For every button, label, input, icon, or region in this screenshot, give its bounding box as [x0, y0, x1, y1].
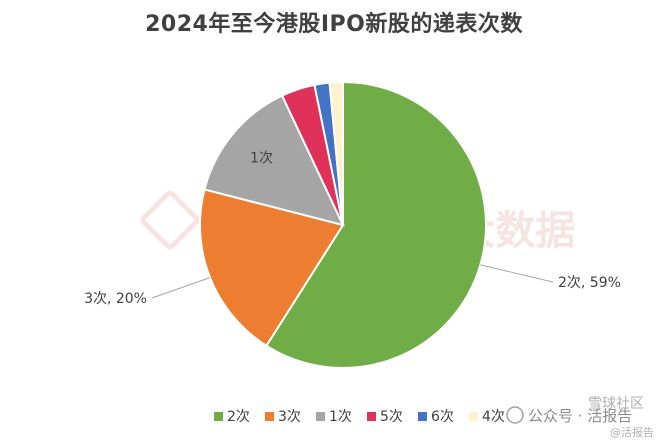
pie-slice-2: [203, 94, 345, 227]
chart-title: 2024年至今港股IPO新股的递表次数: [145, 12, 523, 37]
footer-watermark: 公众号 · 活报告: [528, 407, 632, 425]
leader-line-0: [480, 264, 554, 283]
wechat-icon: [506, 406, 524, 424]
legend-swatch-2: [316, 412, 325, 421]
corner-watermark-2: 雪球社区: [588, 396, 644, 412]
legend-label-1: 3次: [278, 409, 301, 425]
corner-watermark: @活报告: [610, 425, 654, 439]
legend-swatch-4: [418, 412, 427, 421]
legend-swatch-3: [367, 412, 376, 421]
pie-slice-5: [328, 80, 344, 226]
legend-label-3: 5次: [380, 409, 403, 425]
pie-slice-1: [199, 188, 345, 348]
watermark-logo-icon: [140, 190, 200, 250]
legend: 2次 3次 1次 5次 6次 4次: [214, 409, 505, 425]
legend-swatch-1: [265, 412, 274, 421]
legend-label-4: 6次: [431, 409, 454, 425]
data-label-0: 2次, 59%: [558, 275, 621, 291]
legend-label-0: 2次: [227, 409, 250, 425]
data-label-2: 1次: [250, 151, 273, 167]
leader-line-1: [151, 277, 211, 299]
legend-swatch-5: [469, 412, 478, 421]
legend-swatch-0: [214, 412, 223, 421]
data-label-1: 3次, 20%: [84, 291, 147, 307]
legend-label-5: 4次: [482, 409, 505, 425]
legend-label-2: 1次: [329, 409, 352, 425]
